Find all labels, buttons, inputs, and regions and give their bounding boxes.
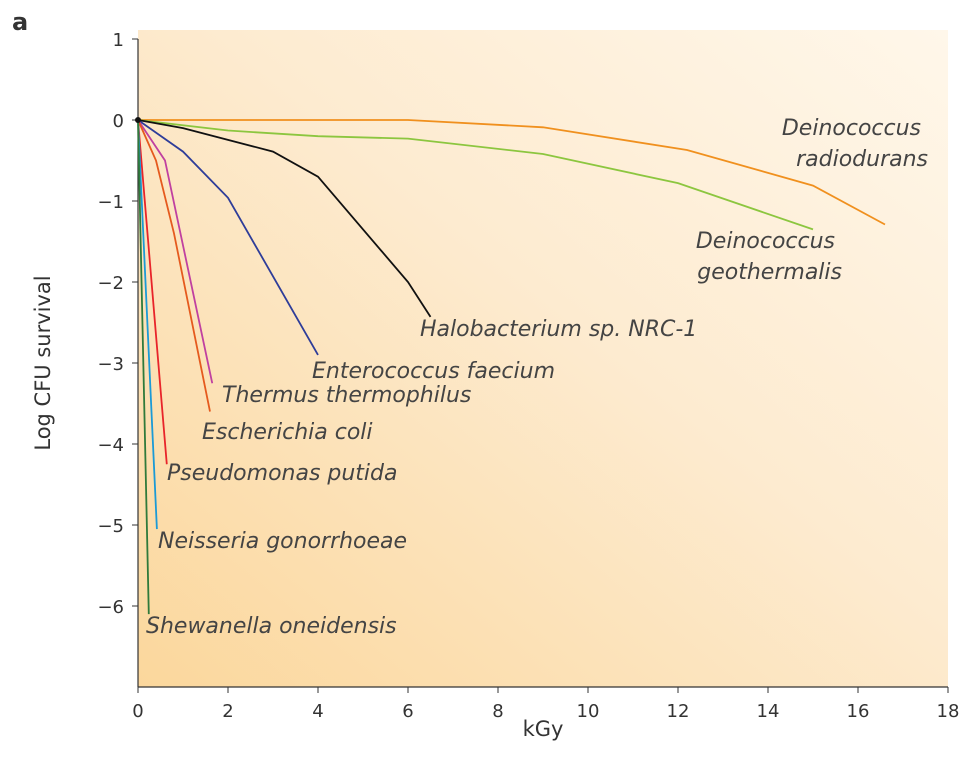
y-tick-label: −2: [97, 273, 124, 294]
y-tick-label: −4: [97, 435, 124, 456]
y-tick-label: −5: [97, 516, 124, 537]
plot-background: [138, 30, 948, 687]
y-axis-label: Log CFU survival: [31, 275, 55, 450]
series-label: Pseudomonas putida: [167, 461, 398, 486]
series-label: Escherichia coli: [202, 420, 373, 445]
y-tick-label: −3: [97, 354, 124, 375]
series-label: Thermus thermophilus: [222, 383, 471, 408]
x-tick-label: 16: [847, 701, 870, 722]
series-line: [137, 119, 432, 318]
x-tick-label: 4: [312, 701, 323, 722]
series-label: Deinococcus radiodurans: [782, 116, 928, 172]
origin-dot: [135, 117, 141, 123]
x-tick-label: 2: [222, 701, 233, 722]
y-tick-label: 0: [113, 111, 124, 132]
x-tick-label: 10: [577, 701, 600, 722]
x-tick-label: 12: [667, 701, 690, 722]
y-tick-label: 1: [113, 30, 124, 51]
series-line: [138, 119, 886, 226]
x-tick-label: 0: [132, 701, 143, 722]
series-line: [137, 119, 814, 231]
series-label: Halobacterium sp. NRC-1: [420, 317, 697, 342]
series-line: [137, 119, 168, 465]
x-tick-label: 14: [757, 701, 780, 722]
series-line: [137, 119, 319, 356]
x-axis-label: kGy: [523, 717, 564, 741]
y-tick-label: −6: [97, 597, 124, 618]
series-label: Enterococcus faecium: [312, 359, 555, 384]
series-line: [137, 119, 158, 530]
series-line: [137, 119, 214, 384]
x-tick-label: 18: [937, 701, 960, 722]
y-tick-label: −1: [97, 192, 124, 213]
series-line: [137, 119, 150, 615]
series-line: [137, 119, 211, 412]
x-tick-label: 6: [402, 701, 413, 722]
panel-label: a: [12, 8, 28, 36]
series-label: Shewanella oneidensis: [146, 614, 397, 639]
series-label: Neisseria gonorrhoeae: [158, 529, 407, 554]
x-tick-label: 8: [492, 701, 503, 722]
series-label: Deinococcus geothermalis: [696, 229, 842, 285]
